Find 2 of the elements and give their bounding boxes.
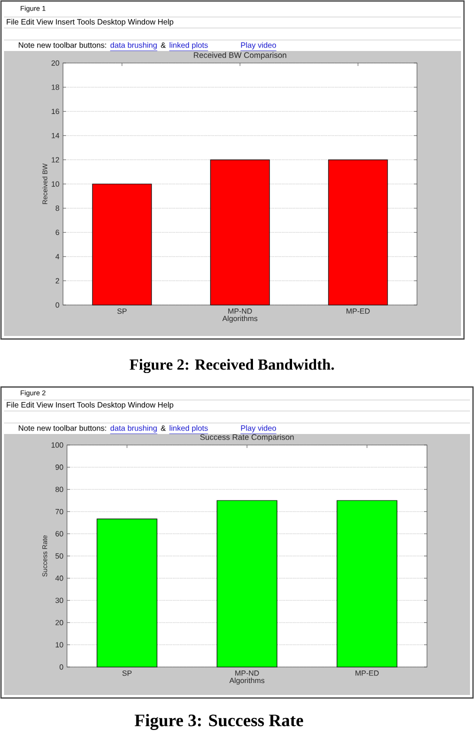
caption: Figure 2: Received Bandwidth. (130, 358, 334, 374)
caption: Figure 3: Success Rate (134, 714, 304, 730)
